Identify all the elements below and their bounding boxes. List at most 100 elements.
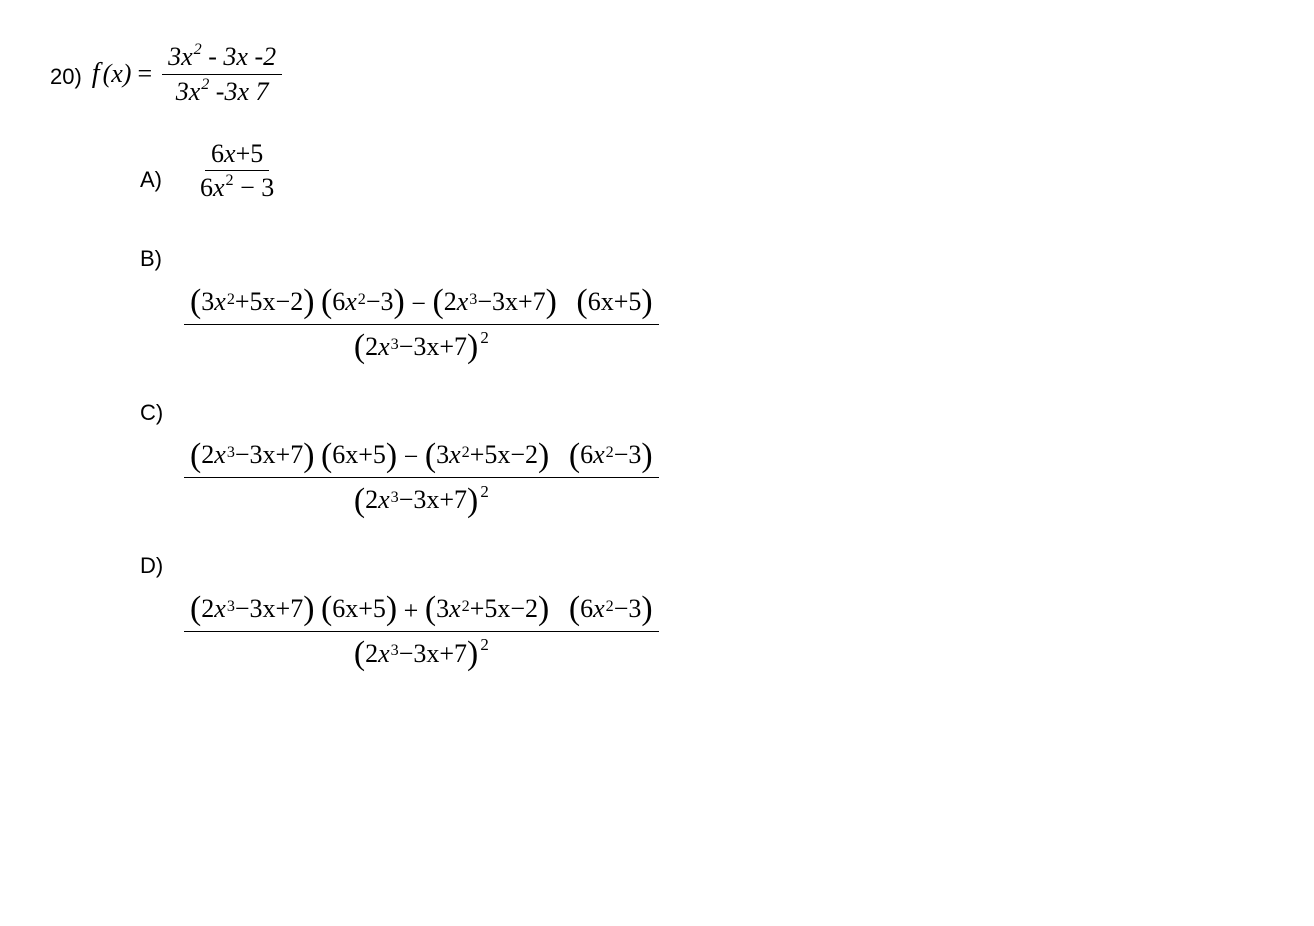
t: 2x bbox=[444, 285, 469, 319]
question-fraction: 3x2 - 3x -2 3x2 -3x 7 bbox=[162, 40, 282, 109]
t: -2 bbox=[248, 42, 276, 71]
option-b-num: (3x2 +5x−2) (6x2 −3) − (2x3 −3x+7) (6x+5… bbox=[184, 280, 659, 325]
option-c-block: C) (2x3 −3x+7) (6x+5) − (3x2 +5x−2) bbox=[140, 399, 1264, 522]
option-a-row: A) 6x+5 6x2 − 3 bbox=[140, 143, 1264, 212]
option-d-num: (2x3 −3x+7) (6x+5) + (3x2 +5x−2) (6x2 −3… bbox=[184, 587, 659, 632]
t: +5x−2 bbox=[235, 285, 303, 319]
exp: 2 bbox=[462, 597, 470, 618]
dg: (2x3 −3x+7) bbox=[354, 478, 478, 522]
t: 3x bbox=[201, 285, 226, 319]
sp bbox=[556, 442, 563, 471]
g4: (6x+5) bbox=[576, 280, 652, 324]
minus: − bbox=[411, 289, 426, 318]
t: − 3 bbox=[234, 173, 275, 202]
option-b-label: B) bbox=[140, 245, 1264, 274]
t: - bbox=[202, 42, 224, 71]
exp: 3 bbox=[227, 597, 235, 618]
option-d-den: (2x3 −3x+7) 2 bbox=[348, 632, 495, 676]
option-c-label: C) bbox=[140, 399, 1264, 428]
t: 3 bbox=[176, 77, 189, 106]
option-c-expr: (2x3 −3x+7) (6x+5) − (3x2 +5x−2) (6x2 −3… bbox=[180, 433, 1264, 522]
exp: 2 bbox=[606, 597, 614, 618]
option-a-num: 6x+5 bbox=[205, 137, 269, 172]
option-b-block: B) (3x2 +5x−2) (6x2 −3) − (2x3 −3x+7) bbox=[140, 245, 1264, 368]
g2: (6x+5) bbox=[321, 587, 397, 631]
t: +5x−2 bbox=[470, 592, 538, 626]
t: −3 bbox=[614, 438, 642, 472]
sp bbox=[563, 289, 570, 318]
t: x bbox=[236, 42, 248, 71]
t: 2x bbox=[201, 592, 226, 626]
option-c-den: (2x3 −3x+7) 2 bbox=[348, 478, 495, 522]
option-d-fraction: (2x3 −3x+7) (6x+5) + (3x2 +5x−2) (6x2 −3… bbox=[184, 587, 659, 676]
t: - bbox=[209, 77, 224, 106]
t: 6x+5 bbox=[588, 285, 642, 319]
exp: 3 bbox=[469, 290, 477, 311]
t: 6x+5 bbox=[211, 139, 263, 168]
g3: (2x3 −3x+7) bbox=[432, 280, 556, 324]
t: x bbox=[189, 77, 201, 106]
fn-x: (x) bbox=[103, 57, 132, 91]
option-a-den: 6x2 − 3 bbox=[194, 171, 280, 205]
t: x bbox=[237, 77, 249, 106]
t: 3x bbox=[436, 592, 461, 626]
question-lhs: f (x) = 3x2 - 3x -2 3x2 -3x 7 bbox=[92, 40, 286, 109]
t: 6x bbox=[332, 285, 357, 319]
plus: + bbox=[404, 596, 419, 625]
t: −3 bbox=[366, 285, 394, 319]
t: 2x bbox=[365, 483, 390, 517]
question-row: 20) f (x) = 3x2 - 3x -2 3x2 -3x 7 bbox=[50, 40, 1264, 109]
exp: 2 bbox=[462, 443, 470, 464]
t: −3x+7 bbox=[477, 285, 545, 319]
t: 3x bbox=[436, 438, 461, 472]
exp: 3 bbox=[391, 488, 399, 509]
option-a-label: A) bbox=[140, 166, 180, 195]
dg: (2x3 −3x+7) bbox=[354, 325, 478, 369]
g3: (3x2 +5x−2) bbox=[425, 433, 549, 477]
t: −3 bbox=[614, 592, 642, 626]
exp: 2 bbox=[201, 76, 209, 93]
t: 6x bbox=[580, 438, 605, 472]
t: x bbox=[213, 173, 225, 202]
exp: 2 bbox=[358, 290, 366, 311]
t: −3x+7 bbox=[399, 483, 467, 517]
option-b-expr: (3x2 +5x−2) (6x2 −3) − (2x3 −3x+7) (6x+5… bbox=[180, 280, 1264, 369]
exp: 3 bbox=[391, 335, 399, 356]
t: −3x+7 bbox=[235, 592, 303, 626]
t: −3x+7 bbox=[399, 330, 467, 364]
exp: 2 bbox=[227, 290, 235, 311]
t: −3x+7 bbox=[235, 438, 303, 472]
g1: (2x3 −3x+7) bbox=[190, 587, 314, 631]
t: 6x+5 bbox=[332, 592, 386, 626]
page: 20) f (x) = 3x2 - 3x -2 3x2 -3x 7 A) 6x+… bbox=[0, 0, 1314, 746]
t: 6x+5 bbox=[332, 438, 386, 472]
g4: (6x2 −3) bbox=[569, 433, 653, 477]
g2: (6x+5) bbox=[321, 433, 397, 477]
t: 2x bbox=[201, 438, 226, 472]
option-c-num: (2x3 −3x+7) (6x+5) − (3x2 +5x−2) (6x2 −3… bbox=[184, 433, 659, 478]
t: +5x−2 bbox=[470, 438, 538, 472]
t: 6x bbox=[580, 592, 605, 626]
option-b-fraction: (3x2 +5x−2) (6x2 −3) − (2x3 −3x+7) (6x+5… bbox=[184, 280, 659, 369]
question-denominator: 3x2 -3x 7 bbox=[170, 75, 275, 109]
t: 3 bbox=[168, 42, 181, 71]
g1: (3x2 +5x−2) bbox=[190, 280, 314, 324]
g2: (6x2 −3) bbox=[321, 280, 405, 324]
exp-outer: 2 bbox=[480, 328, 488, 347]
exp-outer: 2 bbox=[480, 482, 488, 501]
t: 3 bbox=[224, 77, 237, 106]
option-d-block: D) (2x3 −3x+7) (6x+5) + (3x2 +5x−2) bbox=[140, 552, 1264, 675]
exp: 3 bbox=[391, 641, 399, 662]
fn-f: f bbox=[92, 56, 100, 92]
g3: (3x2 +5x−2) bbox=[425, 587, 549, 631]
t: 6 bbox=[200, 173, 213, 202]
minus: − bbox=[404, 442, 419, 471]
t: 2x bbox=[365, 330, 390, 364]
question-number: 20) bbox=[50, 63, 82, 92]
t: 7 bbox=[249, 77, 269, 106]
exp: 2 bbox=[194, 41, 202, 58]
t: 2x bbox=[365, 637, 390, 671]
exp-outer: 2 bbox=[480, 635, 488, 654]
sp bbox=[556, 596, 563, 625]
option-d-expr: (2x3 −3x+7) (6x+5) + (3x2 +5x−2) (6x2 −3… bbox=[180, 587, 1264, 676]
